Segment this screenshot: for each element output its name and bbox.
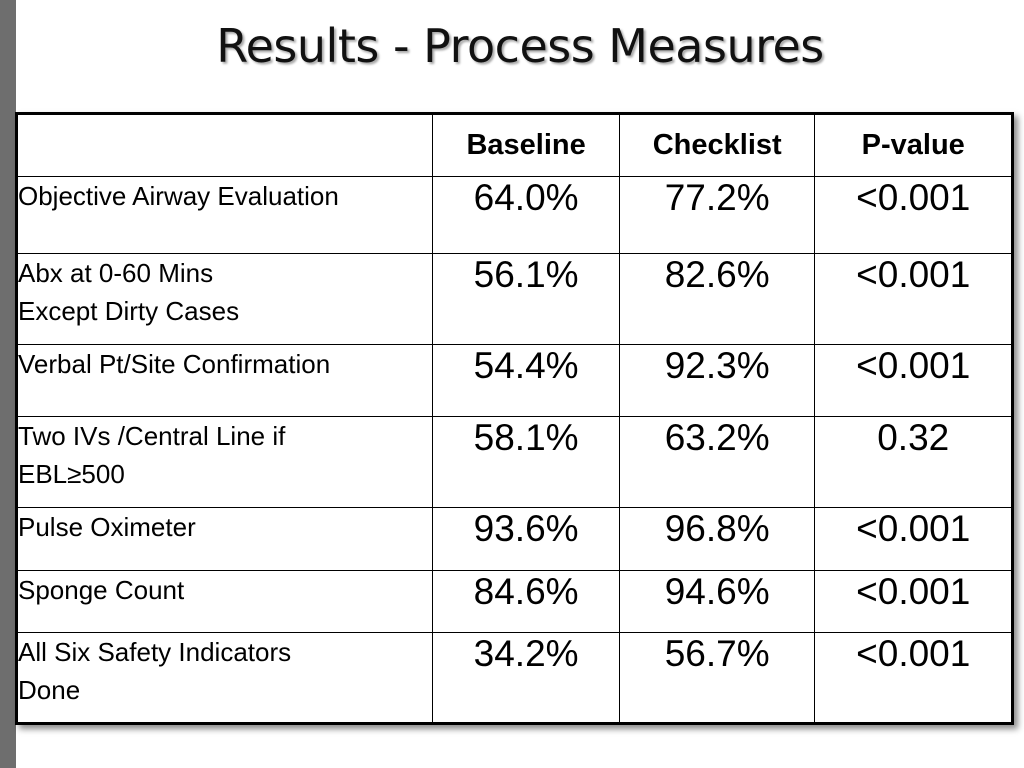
baseline-value: 93.6% xyxy=(432,507,620,571)
table-row: Verbal Pt/Site Confirmation 54.4% 92.3% … xyxy=(15,344,1013,417)
slide-title: Results - Process Measures xyxy=(216,19,824,73)
checklist-value: 82.6% xyxy=(618,253,816,345)
checklist-value: 92.3% xyxy=(618,344,816,417)
row-label: Objective Airway Evaluation xyxy=(15,176,434,254)
baseline-value: 56.1% xyxy=(432,253,620,345)
row-label: Sponge Count xyxy=(15,570,434,633)
p-value: <0.001 xyxy=(814,176,1013,254)
row-label: Pulse Oximeter xyxy=(15,507,434,571)
row-label-line1: Sponge Count xyxy=(18,575,185,605)
row-label: Two IVs /Central Line if EBL≥500 xyxy=(15,416,434,508)
checklist-value: 94.6% xyxy=(618,570,816,633)
row-label-line2: EBL≥500 xyxy=(18,459,125,489)
p-value: <0.001 xyxy=(814,344,1013,417)
table-row: Abx at 0-60 Mins Except Dirty Cases 56.1%… xyxy=(15,253,1013,345)
row-label-line1: Objective Airway Evaluation xyxy=(18,181,339,211)
row-label-line2: Done xyxy=(18,675,81,705)
left-accent-bar xyxy=(0,0,16,768)
p-value: 0.32 xyxy=(814,416,1013,508)
table-header-row: Baseline Checklist P-value xyxy=(15,113,1013,177)
p-value: <0.001 xyxy=(814,632,1013,724)
checklist-value: 96.8% xyxy=(618,507,816,571)
row-label-line1: Two IVs /Central Line if xyxy=(18,421,286,451)
baseline-value: 64.0% xyxy=(432,176,620,254)
row-label-line2: Except Dirty Cases xyxy=(18,296,240,326)
table-row: Pulse Oximeter 93.6% 96.8% <0.001 xyxy=(15,507,1013,571)
p-value: <0.001 xyxy=(814,570,1013,633)
row-label-line1: All Six Safety Indicators xyxy=(18,637,292,667)
checklist-value: 77.2% xyxy=(618,176,816,254)
header-p-value: P-value xyxy=(814,113,1013,177)
header-checklist: Checklist xyxy=(618,113,816,177)
row-label: Verbal Pt/Site Confirmation xyxy=(15,344,434,417)
p-value: <0.001 xyxy=(814,507,1013,571)
row-label-line1: Abx at 0-60 Mins xyxy=(18,258,214,288)
header-empty-cell xyxy=(15,113,434,177)
table-row: Sponge Count 84.6% 94.6% <0.001 xyxy=(15,570,1013,633)
p-value: <0.001 xyxy=(814,253,1013,345)
results-table: Baseline Checklist P-value Objective Air… xyxy=(15,112,1014,725)
baseline-value: 54.4% xyxy=(432,344,620,417)
checklist-value: 56.7% xyxy=(618,632,816,724)
row-label: All Six Safety Indicators Done xyxy=(15,632,434,724)
table-row: Objective Airway Evaluation 64.0% 77.2% … xyxy=(15,176,1013,254)
row-label: Abx at 0-60 Mins Except Dirty Cases xyxy=(15,253,434,345)
baseline-value: 84.6% xyxy=(432,570,620,633)
row-label-line1: Verbal Pt/Site Confirmation xyxy=(18,349,331,379)
baseline-value: 58.1% xyxy=(432,416,620,508)
baseline-value: 34.2% xyxy=(432,632,620,724)
header-baseline: Baseline xyxy=(432,113,620,177)
table-row: All Six Safety Indicators Done 34.2% 56.7… xyxy=(15,632,1013,724)
checklist-value: 63.2% xyxy=(618,416,816,508)
row-label-line1: Pulse Oximeter xyxy=(18,512,196,542)
table-row: Two IVs /Central Line if EBL≥500 58.1% 63… xyxy=(15,416,1013,508)
